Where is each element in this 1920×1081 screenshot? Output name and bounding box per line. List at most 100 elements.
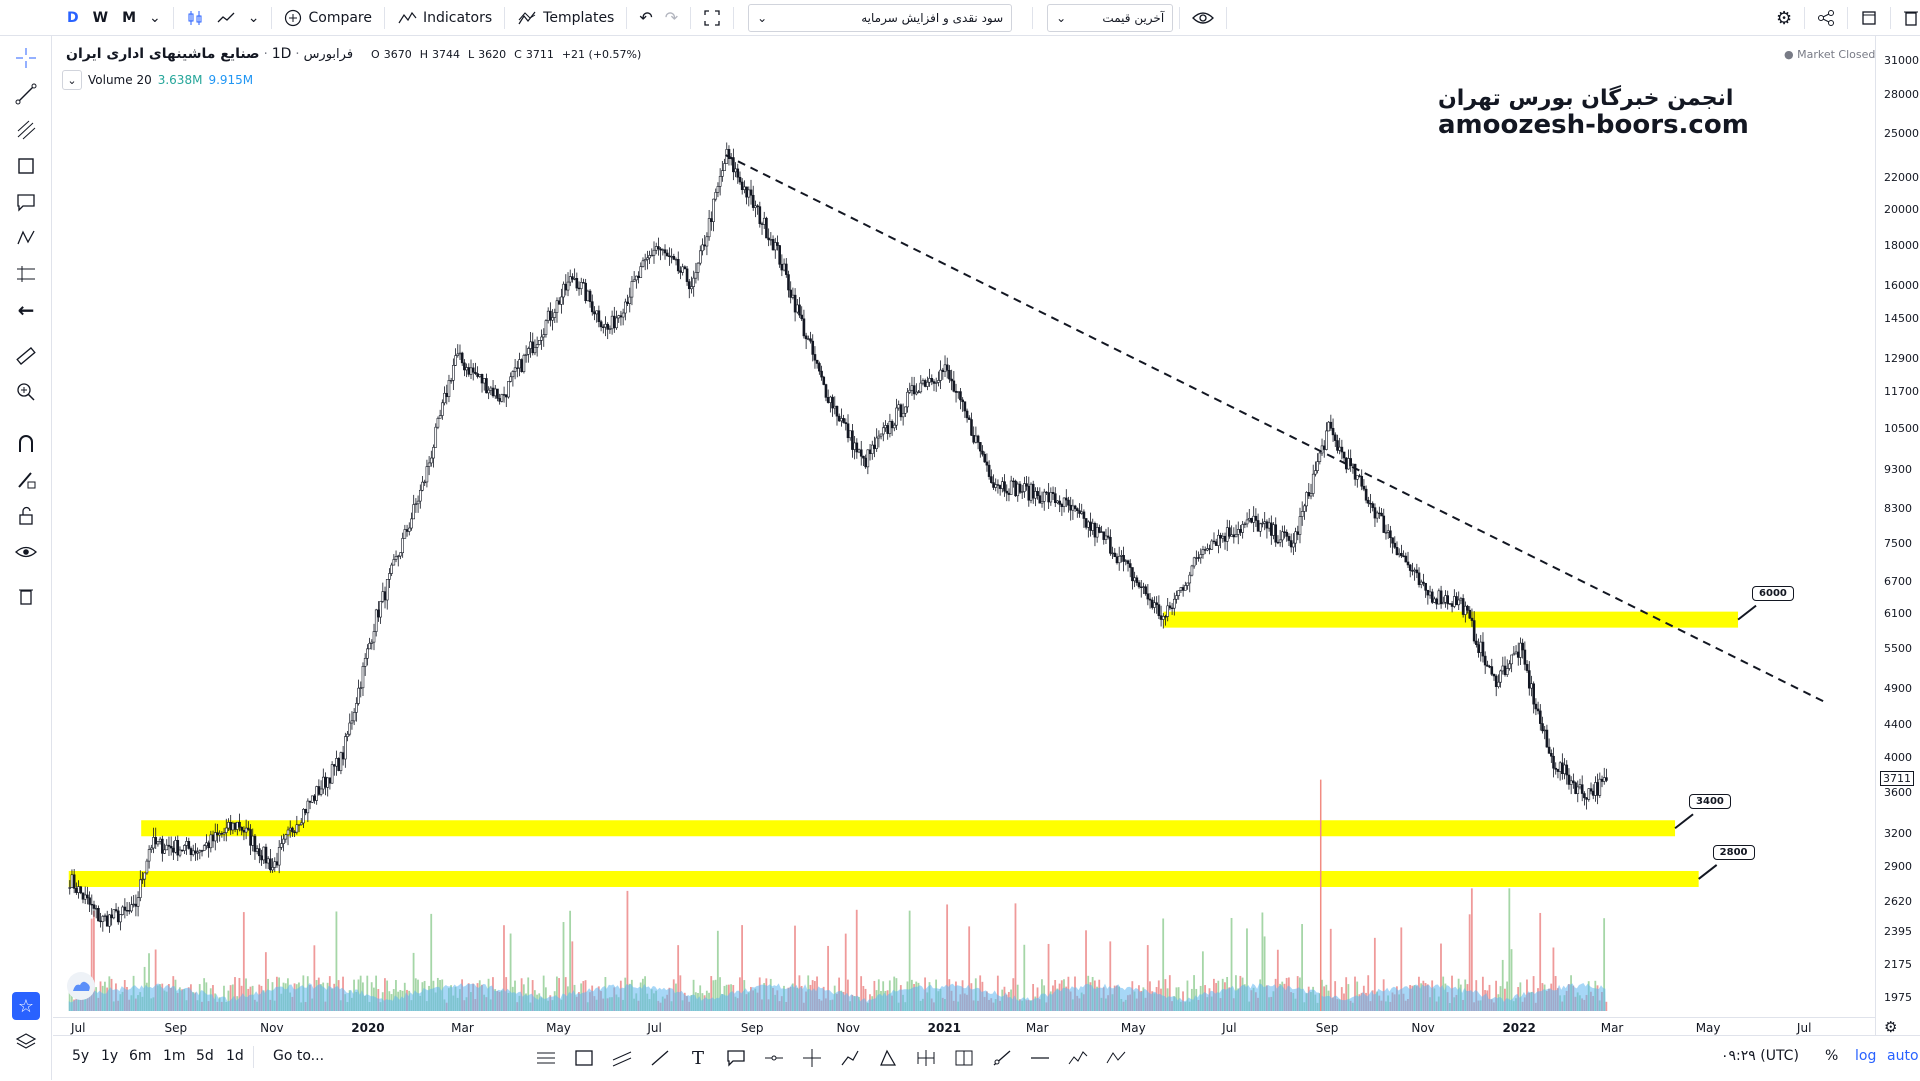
dashed-trendline: [724, 154, 1827, 704]
trendline-tool-bottom[interactable]: [645, 1044, 675, 1072]
delete-button[interactable]: [1897, 0, 1920, 36]
snapshot-button[interactable]: [1854, 0, 1884, 36]
candle-body: [344, 736, 347, 760]
compare-button[interactable]: Compare: [278, 0, 378, 36]
candle-body: [566, 281, 570, 291]
interval-m-button[interactable]: M: [122, 9, 137, 26]
percent-scale-button[interactable]: %: [1825, 1048, 1839, 1064]
candle-body: [1014, 480, 1017, 497]
candle-body: [613, 315, 616, 329]
log-scale-button[interactable]: log: [1855, 1048, 1877, 1064]
candle-body: [222, 832, 226, 835]
horizontal-ray-tool[interactable]: [759, 1044, 789, 1072]
interval-dropdown[interactable]: ⌄: [143, 0, 167, 36]
triangle-tool[interactable]: [873, 1044, 903, 1072]
axis-settings-button[interactable]: ⚙: [1884, 1018, 1897, 1036]
redo-button[interactable]: ↷: [659, 0, 684, 36]
hide-drawings-tool[interactable]: [12, 538, 40, 566]
level-label-6000[interactable]: 6000: [1752, 585, 1794, 601]
measure-tool[interactable]: [12, 342, 40, 370]
stay-drawing-tool[interactable]: [12, 466, 40, 494]
fib-tool[interactable]: [12, 116, 40, 144]
volume-bar: [1146, 945, 1149, 1011]
settings-button[interactable]: ⚙: [1770, 0, 1798, 36]
chart-pane[interactable]: [53, 36, 1875, 1035]
candle-body: [531, 341, 535, 354]
crosshair-tool[interactable]: [12, 44, 40, 72]
remove-drawings-tool[interactable]: [12, 582, 40, 610]
range-5y-button[interactable]: 5y: [72, 1048, 90, 1064]
range-6m-button[interactable]: 6m: [129, 1048, 152, 1064]
chart-style-dropdown[interactable]: ⌄: [242, 0, 266, 36]
callout-tool[interactable]: [721, 1044, 751, 1072]
templates-button[interactable]: Templates: [511, 0, 620, 36]
shapes-tool[interactable]: [12, 152, 40, 180]
symbol-name[interactable]: صنایع ماشینهای اداری ایران: [66, 46, 260, 62]
trendline-tool[interactable]: [12, 80, 40, 108]
candle-body: [1574, 782, 1577, 794]
zoom-tool[interactable]: [12, 378, 40, 406]
path-tool[interactable]: [835, 1044, 865, 1072]
auto-scale-button[interactable]: auto: [1887, 1048, 1919, 1064]
range-5d-button[interactable]: 5d: [196, 1048, 214, 1064]
annotation-tool[interactable]: [12, 188, 40, 216]
lock-drawings-tool[interactable]: [12, 502, 40, 530]
ray-tool[interactable]: [987, 1044, 1017, 1072]
line-style-button[interactable]: [210, 0, 242, 36]
ohlc-open: 3670: [383, 47, 412, 61]
object-tree-button[interactable]: [12, 1028, 40, 1056]
undo-button[interactable]: ↶: [633, 0, 658, 36]
interval-d-button[interactable]: D: [67, 9, 79, 26]
favorites-button[interactable]: ☆: [12, 992, 40, 1020]
horizontal-lines-tool[interactable]: [531, 1044, 561, 1072]
price-range-tool[interactable]: [949, 1044, 979, 1072]
candle-body: [723, 163, 726, 171]
dividend-adjustment-dropdown[interactable]: ⌄ سود نقدی و افزایش سرمایه: [748, 3, 1013, 32]
volume-label[interactable]: Volume 20: [88, 73, 152, 87]
utc-clock[interactable]: ۰۹:۲۹ (UTC): [1721, 1048, 1799, 1064]
fullscreen-button[interactable]: [697, 0, 727, 36]
price-chart[interactable]: [53, 36, 1875, 1017]
drawing-quickbar: T: [523, 1036, 1223, 1081]
indicators-icon: [398, 11, 417, 23]
goto-button[interactable]: Go to...: [273, 1048, 325, 1064]
interval-w-button[interactable]: W: [92, 9, 109, 26]
range-1y-button[interactable]: 1y: [101, 1048, 119, 1064]
rectangle-tool[interactable]: [569, 1044, 599, 1072]
candle-body: [1349, 458, 1352, 467]
share-button[interactable]: [1811, 0, 1841, 36]
candle-body: [357, 687, 360, 704]
abc-pattern-tool[interactable]: [1101, 1044, 1131, 1072]
candle-body: [491, 387, 495, 397]
level-label-2800[interactable]: 2800: [1712, 844, 1755, 860]
candle-body: [577, 287, 581, 290]
hide-toolbar-button[interactable]: ←: [12, 296, 40, 324]
prediction-tool[interactable]: [12, 260, 40, 288]
indicators-button[interactable]: Indicators: [391, 0, 498, 36]
range-1m-button[interactable]: 1m: [163, 1048, 186, 1064]
parallel-channel-tool[interactable]: [607, 1044, 637, 1072]
patterns-tool[interactable]: [12, 224, 40, 252]
candle-body: [469, 367, 473, 375]
crossline-tool[interactable]: [797, 1044, 827, 1072]
time-axis[interactable]: Jul Sep Nov 2020 Mar May Jul Sep Nov 2021 Mar May Ju…: [53, 1017, 1875, 1036]
collapse-legend-button[interactable]: ⌄: [62, 70, 82, 90]
price-axis[interactable]: 31000 28000 25000 22000 20000 18000 16000 14500…: [1875, 36, 1920, 1035]
magnet-tool[interactable]: [12, 430, 40, 458]
text-tool[interactable]: T: [683, 1044, 713, 1072]
candle-body: [807, 338, 810, 340]
candle-body: [1494, 675, 1498, 687]
price-type-dropdown[interactable]: ⌄ آخرین قیمت: [1047, 3, 1174, 32]
candle-body: [1538, 710, 1542, 724]
candle-body: [1477, 644, 1480, 653]
time-tick-label: 2022: [1502, 1021, 1536, 1035]
visibility-button[interactable]: [1186, 0, 1220, 36]
date-range-tool[interactable]: [911, 1044, 941, 1072]
range-1d-button[interactable]: 1d: [226, 1048, 244, 1064]
candle-style-button[interactable]: [180, 0, 210, 36]
elliott-wave-tool[interactable]: [1063, 1044, 1093, 1072]
horizontal-line-tool[interactable]: [1025, 1044, 1055, 1072]
candle-body: [97, 908, 100, 922]
level-label-3400[interactable]: 3400: [1689, 794, 1731, 810]
candle-body: [152, 837, 155, 849]
